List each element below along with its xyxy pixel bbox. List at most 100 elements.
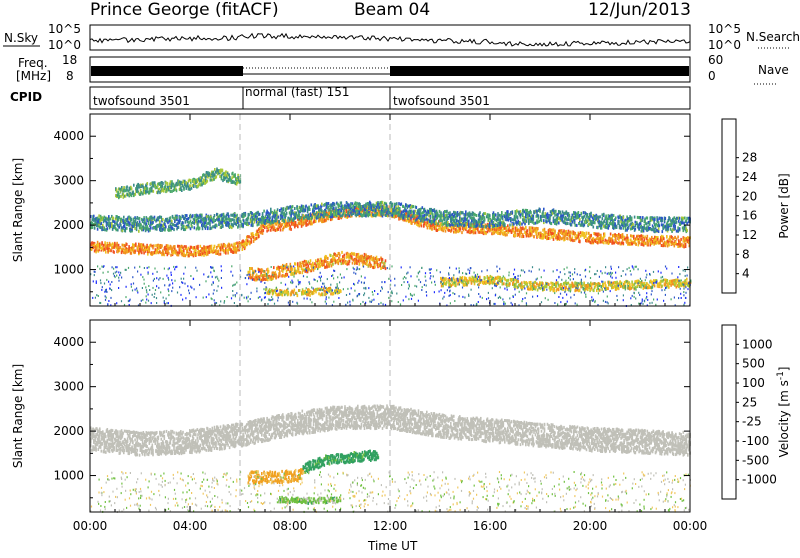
heatmap-cell xyxy=(485,225,487,228)
heatmap-cell xyxy=(119,226,121,229)
heatmap-cell xyxy=(617,242,619,245)
heatmap-cell xyxy=(546,220,548,223)
heatmap-cell xyxy=(561,232,563,235)
heatmap-cell xyxy=(446,210,448,213)
heatmap-cell xyxy=(357,210,359,213)
heatmap-cell xyxy=(302,271,304,274)
heatmap-cell xyxy=(483,212,485,215)
heatmap-cell xyxy=(328,202,330,205)
heatmap-cell xyxy=(539,210,541,213)
heatmap-cell xyxy=(454,224,456,227)
heatmap-cell xyxy=(568,217,570,220)
heatmap-cell xyxy=(190,227,192,230)
heatmap-cell xyxy=(269,216,271,219)
noise-panel: N.Sky 10^5 10^0 10^5 10^0 N.Search xyxy=(3,22,800,52)
heatmap-cell xyxy=(268,270,270,273)
heatmap-cell xyxy=(206,219,208,222)
heatmap-cell xyxy=(152,217,154,220)
heatmap-cell xyxy=(451,229,453,232)
heatmap-cell xyxy=(586,232,588,235)
nsky-trace xyxy=(90,34,690,46)
heatmap-cell xyxy=(460,228,462,231)
heatmap-cell xyxy=(625,229,627,232)
heatmap-cell xyxy=(370,202,372,205)
heatmap-cell xyxy=(682,245,684,248)
heatmap-cell xyxy=(174,224,176,227)
heatmap-cell xyxy=(296,270,298,273)
heatmap-cell xyxy=(220,253,222,256)
heatmap-cell xyxy=(616,226,618,229)
heatmap-cell xyxy=(211,245,213,248)
heatmap-cell xyxy=(533,222,535,225)
heatmap-cell xyxy=(682,221,684,224)
heatmap-cell xyxy=(669,235,671,238)
heatmap-cell xyxy=(525,226,527,229)
heatmap-cell xyxy=(158,251,160,254)
heatmap-cell xyxy=(591,222,593,225)
heatmap-cell xyxy=(656,242,658,245)
heatmap-cell xyxy=(226,224,228,227)
cpid-segment-2: normal (fast) 151 xyxy=(245,85,349,99)
heatmap-cell xyxy=(644,236,646,239)
heatmap-cell xyxy=(149,247,151,250)
heatmap-cell xyxy=(306,223,308,226)
heatmap-cell xyxy=(604,234,606,237)
heatmap-cell xyxy=(537,221,539,224)
heatmap-cell xyxy=(152,221,154,224)
heatmap-cell xyxy=(590,234,592,237)
heatmap-cell xyxy=(191,246,193,249)
heatmap-cell xyxy=(669,223,671,226)
heatmap-cell xyxy=(506,233,508,236)
heatmap-cell xyxy=(192,214,194,217)
heatmap-cell xyxy=(423,224,425,227)
heatmap-cell xyxy=(541,219,543,222)
heatmap-cell xyxy=(376,206,378,209)
heatmap-cell xyxy=(617,234,619,237)
heatmap-cell xyxy=(605,241,607,244)
heatmap-cell xyxy=(141,251,143,254)
heatmap-cell xyxy=(533,229,535,232)
heatmap-cell xyxy=(249,271,251,274)
heatmap-cell xyxy=(149,250,151,253)
freq-band-segment-1 xyxy=(91,66,243,76)
heatmap-cell xyxy=(242,248,244,251)
heatmap-cell xyxy=(255,233,257,236)
heatmap-cell xyxy=(404,219,406,222)
heatmap-cell xyxy=(594,221,596,224)
heatmap-cell xyxy=(104,216,106,219)
heatmap-cell xyxy=(564,237,566,240)
heatmap-cell xyxy=(524,210,526,213)
heatmap-cell xyxy=(161,253,163,256)
heatmap-cell xyxy=(501,211,503,214)
heatmap-cell xyxy=(489,222,491,225)
heatmap-cell xyxy=(229,219,231,222)
heatmap-cell xyxy=(554,219,556,222)
heatmap-cell xyxy=(197,247,199,250)
heatmap-cell xyxy=(623,242,625,245)
heatmap-cell xyxy=(185,245,187,248)
heatmap-cell xyxy=(100,226,102,229)
heatmap-cell xyxy=(250,218,252,221)
heatmap-cell xyxy=(403,205,405,208)
heatmap-cell xyxy=(257,217,259,220)
heatmap-cell xyxy=(633,235,635,238)
heatmap-cell xyxy=(656,236,658,239)
heatmap-cell xyxy=(388,208,390,211)
heatmap-cell xyxy=(202,227,204,230)
heatmap-cell xyxy=(310,212,312,215)
heatmap-cell xyxy=(512,212,514,215)
heatmap-cell xyxy=(622,239,624,242)
heatmap-cell xyxy=(227,221,229,224)
nsky-tick-low-left: 10^0 xyxy=(48,38,81,52)
heatmap-cell xyxy=(333,207,335,210)
heatmap-cell xyxy=(620,227,622,230)
heatmap-cell xyxy=(342,255,344,258)
heatmap-cell xyxy=(262,212,264,215)
heatmap-cell xyxy=(443,214,445,217)
heatmap-cell xyxy=(164,253,166,256)
freq-unit-label: [MHz] xyxy=(16,69,51,83)
heatmap-cell xyxy=(584,232,586,235)
heatmap-cell xyxy=(161,224,163,227)
heatmap-cell xyxy=(353,209,355,212)
heatmap-cell xyxy=(297,225,299,228)
